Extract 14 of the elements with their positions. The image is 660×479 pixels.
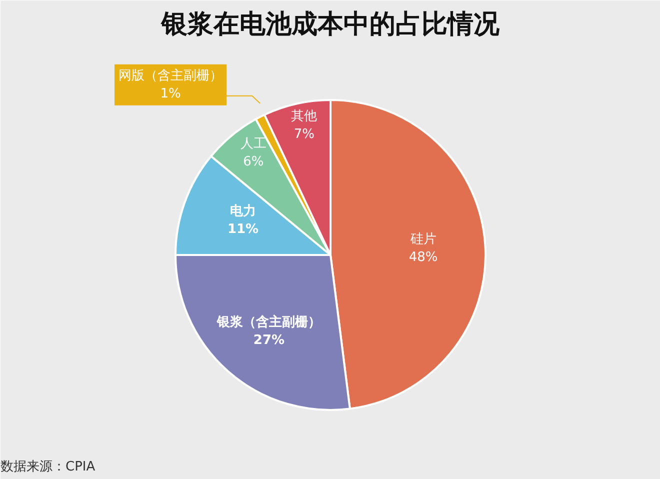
slice-label: 银浆（含主副栅）: [216, 314, 321, 330]
source-note: 数据来源：CPIA: [0, 460, 96, 474]
data-label: 1%: [160, 86, 181, 102]
slice-label: 硅片: [409, 232, 436, 248]
data-label: 27%: [253, 333, 285, 348]
data-label: 11%: [227, 222, 259, 237]
data-label: 7%: [294, 127, 314, 142]
data-label: 48%: [408, 250, 438, 266]
chart-title: 银浆在电池成本中的占比情况: [160, 10, 500, 40]
slice-label: 网版（含主副栅）: [118, 67, 222, 84]
slice-label: 其他: [291, 109, 318, 124]
slice-label: 人工: [240, 136, 266, 152]
data-label: 6%: [243, 154, 264, 170]
slice-label: 电力: [230, 204, 256, 219]
